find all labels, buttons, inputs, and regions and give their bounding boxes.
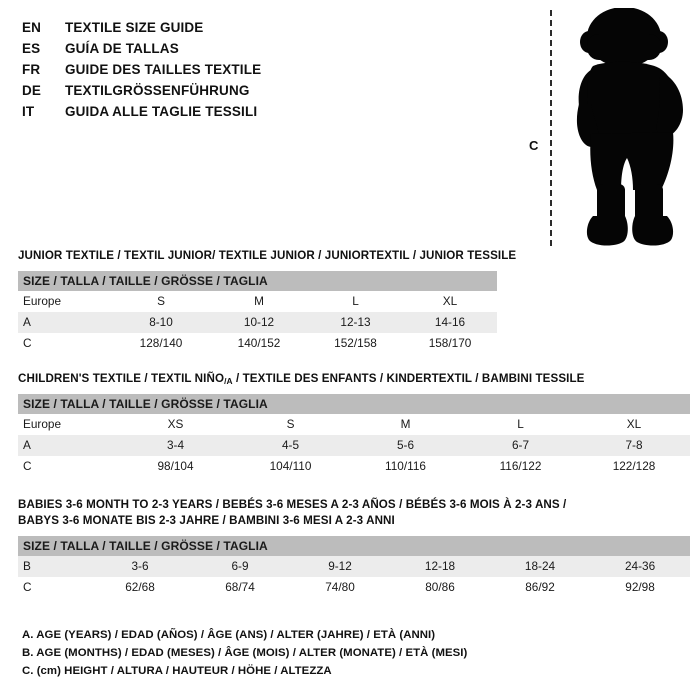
cell: XL <box>403 291 498 312</box>
legend-row-b: B. AGE (MONTHS) / EDAD (MESES) / ÂGE (MO… <box>22 647 468 659</box>
children-size-table: SIZE / TALLA / TAILLE / GRÖSSE / TAGLIA … <box>18 394 691 477</box>
section-title-line1: BABIES 3-6 MONTH TO 2-3 YEARS / BEBÉS 3-… <box>18 498 567 511</box>
table-row: C 62/68 68/74 74/80 80/86 86/92 92/98 <box>18 577 691 598</box>
cell: 3-4 <box>118 435 233 456</box>
cell: M <box>348 414 463 435</box>
row-label: B <box>18 556 90 577</box>
language-code: ES <box>22 41 41 56</box>
cell: 18-24 <box>490 556 590 577</box>
cell: 92/98 <box>590 577 691 598</box>
section-junior-textile: JUNIOR TEXTILE / TEXTIL JUNIOR/ TEXTILE … <box>18 248 516 354</box>
table-row: A 3-4 4-5 5-6 6-7 7-8 <box>18 435 691 456</box>
cell: 10-12 <box>210 312 308 333</box>
language-row-es: ES GUÍA DE TALLAS <box>22 41 492 62</box>
cell: XL <box>578 414 691 435</box>
cell: 7-8 <box>578 435 691 456</box>
section-childrens-textile: CHILDREN'S TEXTILE / TEXTIL NIÑO/A / TEX… <box>18 371 691 477</box>
legend-row-c: C. (cm) HEIGHT / ALTURA / HAUTEUR / HÖHE… <box>22 665 332 677</box>
cell: 68/74 <box>190 577 290 598</box>
cell: 14-16 <box>403 312 498 333</box>
cell: 12-13 <box>308 312 403 333</box>
row-label: C <box>18 456 118 477</box>
row-label: A <box>18 435 118 456</box>
junior-size-table: SIZE / TALLA / TAILLE / GRÖSSE / TAGLIA … <box>18 271 498 354</box>
table-header-bar: SIZE / TALLA / TAILLE / GRÖSSE / TAGLIA <box>18 536 691 556</box>
table-header-bar: SIZE / TALLA / TAILLE / GRÖSSE / TAGLIA <box>18 394 691 414</box>
table-row: Europe XS S M L XL <box>18 414 691 435</box>
row-label: C <box>18 577 90 598</box>
table-row: C 98/104 104/110 110/116 116/122 122/128 <box>18 456 691 477</box>
cell: L <box>308 291 403 312</box>
language-code: EN <box>22 20 41 35</box>
cell: 122/128 <box>578 456 691 477</box>
cell: 86/92 <box>490 577 590 598</box>
section-babies-textile: BABIES 3-6 MONTH TO 2-3 YEARS / BEBÉS 3-… <box>18 497 691 598</box>
height-measure-label: C <box>529 138 539 153</box>
table-row: B 3-6 6-9 9-12 12-18 18-24 24-36 <box>18 556 691 577</box>
cell: 62/68 <box>90 577 190 598</box>
cell: 98/104 <box>118 456 233 477</box>
cell: L <box>463 414 578 435</box>
row-label: Europe <box>18 291 112 312</box>
row-label: Europe <box>18 414 118 435</box>
table-row: Europe S M L XL <box>18 291 498 312</box>
cell: 24-36 <box>590 556 691 577</box>
section-title-post: / TEXTILE DES ENFANTS / KINDERTEXTIL / B… <box>232 372 585 385</box>
table-row: A 8-10 10-12 12-13 14-16 <box>18 312 498 333</box>
table-row: C 128/140 140/152 152/158 158/170 <box>18 333 498 354</box>
cell: 8-10 <box>112 312 210 333</box>
cell: S <box>112 291 210 312</box>
language-code: IT <box>22 104 35 119</box>
height-dashed-line <box>550 10 552 246</box>
language-code: DE <box>22 83 41 98</box>
language-title: TEXTILE SIZE GUIDE <box>65 20 204 35</box>
cell: 80/86 <box>390 577 490 598</box>
size-bar-label: SIZE / TALLA / TAILLE / GRÖSSE / TAGLIA <box>18 536 691 556</box>
height-measurement-diagram: C <box>515 8 695 248</box>
legend-row-a: A. AGE (YEARS) / EDAD (AÑOS) / ÂGE (ANS)… <box>22 629 436 641</box>
section-title-line2: BABYS 3-6 MONATE BIS 2-3 JAHRE / BAMBINI… <box>18 514 395 527</box>
cell: 158/170 <box>403 333 498 354</box>
language-row-en: EN TEXTILE SIZE GUIDE <box>22 20 492 41</box>
language-title: TEXTILGRÖSSENFÜHRUNG <box>65 83 250 98</box>
cell: 5-6 <box>348 435 463 456</box>
cell: 74/80 <box>290 577 390 598</box>
cell: 128/140 <box>112 333 210 354</box>
cell: 140/152 <box>210 333 308 354</box>
language-row-it: IT GUIDA ALLE TAGLIE TESSILI <box>22 104 492 125</box>
language-title: GUÍA DE TALLAS <box>65 41 179 56</box>
size-bar-label: SIZE / TALLA / TAILLE / GRÖSSE / TAGLIA <box>18 394 691 414</box>
section-title: JUNIOR TEXTILE / TEXTIL JUNIOR/ TEXTILE … <box>18 249 517 262</box>
language-title: GUIDE DES TAILLES TEXTILE <box>65 62 262 77</box>
cell: 6-7 <box>463 435 578 456</box>
row-label: C <box>18 333 112 354</box>
cell: 152/158 <box>308 333 403 354</box>
cell: 12-18 <box>390 556 490 577</box>
cell: 3-6 <box>90 556 190 577</box>
section-title: CHILDREN'S TEXTILE / TEXTIL NIÑO/A / TEX… <box>18 371 690 387</box>
language-row-fr: FR GUIDE DES TAILLES TEXTILE <box>22 62 492 83</box>
cell: 6-9 <box>190 556 290 577</box>
language-title-block: EN TEXTILE SIZE GUIDE ES GUÍA DE TALLAS … <box>22 20 492 125</box>
cell: 4-5 <box>233 435 348 456</box>
cell: M <box>210 291 308 312</box>
language-row-de: DE TEXTILGRÖSSENFÜHRUNG <box>22 83 492 104</box>
size-bar-label: SIZE / TALLA / TAILLE / GRÖSSE / TAGLIA <box>18 271 498 291</box>
language-code: FR <box>22 62 41 77</box>
row-label: A <box>18 312 112 333</box>
section-title-sub: /A <box>224 376 233 386</box>
table-header-bar: SIZE / TALLA / TAILLE / GRÖSSE / TAGLIA <box>18 271 498 291</box>
legend-block: A. AGE (YEARS) / EDAD (AÑOS) / ÂGE (ANS)… <box>22 626 582 680</box>
section-title-pre: CHILDREN'S TEXTILE / TEXTIL NIÑO <box>18 372 225 385</box>
cell: 110/116 <box>348 456 463 477</box>
toddler-silhouette-icon <box>576 8 683 246</box>
language-title: GUIDA ALLE TAGLIE TESSILI <box>65 104 258 119</box>
babies-size-table: SIZE / TALLA / TAILLE / GRÖSSE / TAGLIA … <box>18 536 691 598</box>
cell: XS <box>118 414 233 435</box>
cell: 9-12 <box>290 556 390 577</box>
cell: 116/122 <box>463 456 578 477</box>
cell: 104/110 <box>233 456 348 477</box>
cell: S <box>233 414 348 435</box>
